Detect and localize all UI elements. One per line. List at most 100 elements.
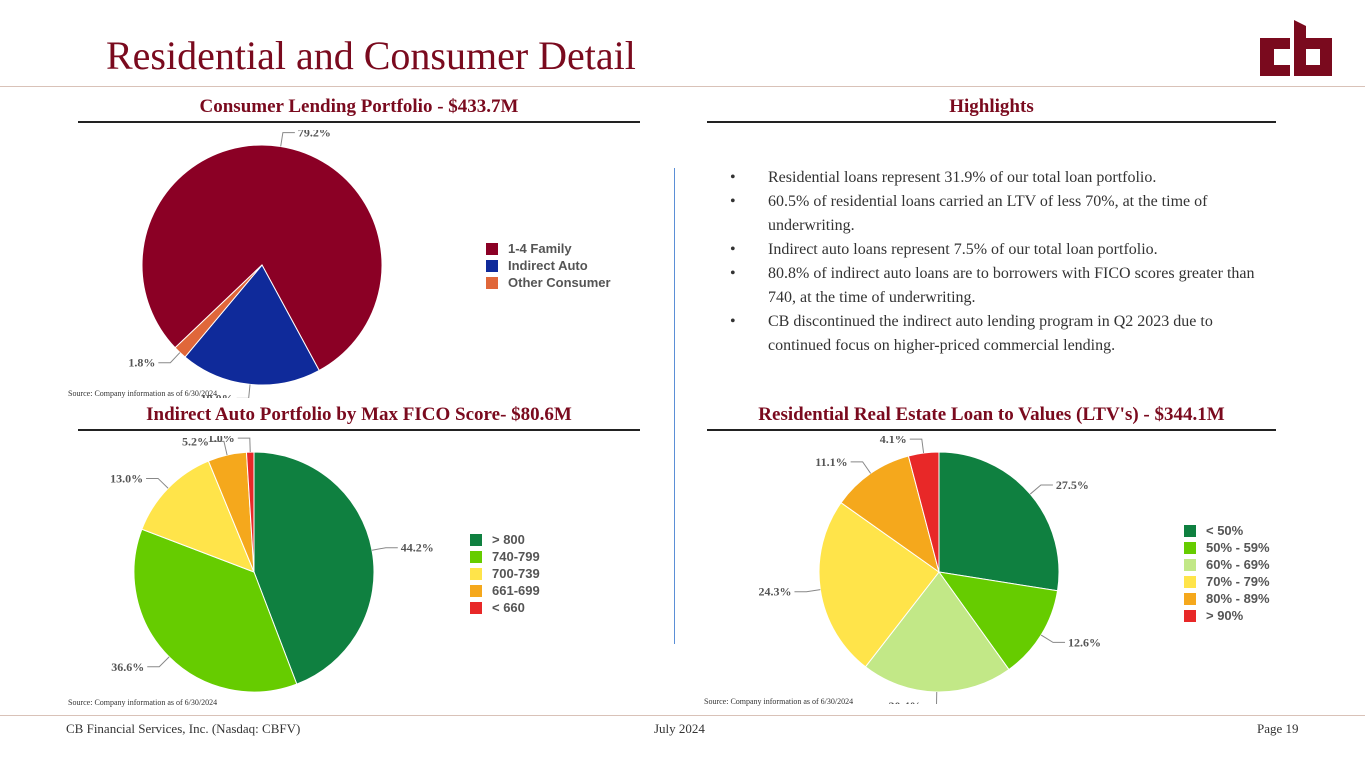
- legend-label: 740-799: [492, 549, 540, 564]
- fico-leader-line-1: [147, 656, 170, 668]
- consumer-data-label-2: 1.8%: [128, 356, 155, 370]
- fico-data-label-3: 5.2%: [182, 436, 209, 448]
- legend-label: 70% - 79%: [1206, 574, 1270, 589]
- consumer-leader-line-1: [236, 384, 251, 398]
- legend-swatch: [486, 259, 498, 272]
- consumer-data-label-1: 19.0%: [201, 391, 234, 398]
- fico-slice-2: [141, 460, 255, 573]
- ltv-section-title: Residential Real Estate Loan to Values (…: [758, 404, 1225, 425]
- fico-data-label-0: 44.2%: [401, 541, 434, 555]
- consumer-slice-2: [174, 264, 263, 358]
- legend-item: 1-4 Family: [486, 240, 611, 257]
- legend-label: 50% - 59%: [1206, 540, 1270, 555]
- ltv-data-label-2: 20.4%: [888, 699, 921, 704]
- consumer-leader-line-2: [158, 352, 181, 364]
- ltv-source-note: Source: Company information as of 6/30/2…: [704, 697, 854, 706]
- bullet-marker: •: [730, 193, 736, 210]
- legend-item: 700-739: [470, 565, 540, 582]
- bullet-marker: •: [730, 265, 736, 282]
- highlight-item: • CB discontinued the indirect auto lendi…: [730, 310, 1270, 358]
- legend-label: < 660: [492, 600, 525, 615]
- legend-swatch: [470, 601, 482, 614]
- ltv-leader-line-4: [850, 461, 872, 474]
- legend-label: > 90%: [1206, 608, 1244, 623]
- ltv-data-label-4: 11.1%: [815, 455, 847, 469]
- legend-swatch: [470, 567, 482, 580]
- highlight-text: Indirect auto loans represent 7.5% of ou…: [768, 241, 1158, 258]
- legend-swatch: [486, 276, 498, 289]
- legend-swatch: [470, 533, 482, 546]
- fico-leader-line-0: [371, 547, 398, 551]
- fico-leader-line-4: [237, 437, 251, 453]
- legend-label: 1-4 Family: [508, 241, 572, 256]
- highlights-section-rule: [707, 121, 1276, 123]
- consumer-source-note: Source: Company information as of 6/30/2…: [68, 389, 218, 398]
- footer-page-number: Page 19: [1257, 721, 1299, 736]
- consumer-data-label-0: 79.2%: [298, 130, 331, 140]
- ltv-data-label-1: 12.6%: [1068, 635, 1101, 649]
- ltv-slice-3: [818, 501, 940, 668]
- highlights-list: • Residential loans represent 31.9% of ou…: [730, 166, 1270, 358]
- fico-legend: > 800 740-799 700-739 661-699 < 660: [470, 531, 540, 616]
- fico-data-label-1: 36.6%: [111, 660, 144, 674]
- fico-data-label-2: 13.0%: [110, 471, 143, 485]
- highlight-text: 60.5% of residential loans carried an LT…: [768, 193, 1208, 234]
- legend-item: 661-699: [470, 582, 540, 599]
- ltv-leader-line-2: [936, 691, 938, 704]
- bullet-marker: •: [730, 313, 736, 330]
- legend-swatch: [1184, 592, 1196, 605]
- legend-item: 50% - 59%: [1184, 539, 1270, 556]
- bullet-marker: •: [730, 241, 736, 258]
- page-title: Residential and Consumer Detail: [106, 33, 636, 78]
- legend-label: > 800: [492, 532, 525, 547]
- legend-label: 661-699: [492, 583, 540, 598]
- legend-label: 80% - 89%: [1206, 591, 1270, 606]
- ltv-section-rule: [707, 429, 1276, 431]
- consumer-leader-line-0: [280, 132, 295, 147]
- fico-slice-1: [133, 528, 298, 693]
- ltv-data-label-0: 27.5%: [1056, 478, 1089, 492]
- consumer-legend: 1-4 Family Indirect Auto Other Consumer: [486, 240, 611, 291]
- highlight-item: • 80.8% of indirect auto loans are to bor…: [730, 262, 1270, 310]
- column-divider: [674, 168, 675, 644]
- highlight-text: CB discontinued the indirect auto lendin…: [768, 313, 1213, 354]
- legend-swatch: [470, 584, 482, 597]
- legend-item: < 660: [470, 599, 540, 616]
- legend-label: Other Consumer: [508, 275, 611, 290]
- legend-item: > 90%: [1184, 607, 1270, 624]
- highlight-item: • Indirect auto loans represent 7.5% of o…: [730, 238, 1270, 262]
- logo-b-shape: [1294, 20, 1332, 76]
- legend-swatch: [1184, 575, 1196, 588]
- ltv-data-label-3: 24.3%: [758, 585, 791, 599]
- legend-item: < 50%: [1184, 522, 1270, 539]
- header-divider: [0, 86, 1365, 87]
- consumer-pie-chart: 79.2% 19.0% 1.8%: [128, 130, 383, 398]
- legend-swatch: [1184, 541, 1196, 554]
- consumer-section-rule: [78, 121, 640, 123]
- ltv-leader-line-0: [1029, 484, 1053, 495]
- legend-swatch: [486, 242, 498, 255]
- legend-item: 80% - 89%: [1184, 590, 1270, 607]
- legend-swatch: [1184, 524, 1196, 537]
- consumer-section-title: Consumer Lending Portfolio - $433.7M: [199, 96, 519, 117]
- legend-label: < 50%: [1206, 523, 1244, 538]
- highlights-section-title: Highlights: [949, 96, 1034, 117]
- footer-divider: [0, 715, 1365, 716]
- legend-swatch: [470, 550, 482, 563]
- fico-pie-chart: 44.2% 36.6% 13.0% 5.2%1.0%: [110, 436, 434, 693]
- fico-section-title: Indirect Auto Portfolio by Max FICO Scor…: [146, 404, 572, 425]
- legend-item: 740-799: [470, 548, 540, 565]
- fico-slice-0: [253, 451, 375, 685]
- fico-leader-line-3: [211, 440, 228, 456]
- ltv-leader-line-1: [1040, 634, 1066, 643]
- ltv-leader-line-3: [794, 589, 821, 593]
- cb-logo: [1260, 20, 1332, 76]
- legend-item: > 800: [470, 531, 540, 548]
- fico-data-label-4: 1.0%: [208, 436, 235, 445]
- highlight-text: 80.8% of indirect auto loans are to borr…: [768, 265, 1255, 306]
- ltv-data-label-5: 4.1%: [880, 436, 907, 446]
- fico-source-note: Source: Company information as of 6/30/2…: [68, 698, 218, 707]
- footer-company: CB Financial Services, Inc. (Nasdaq: CBF…: [66, 721, 301, 736]
- legend-swatch: [1184, 609, 1196, 622]
- legend-item: 60% - 69%: [1184, 556, 1270, 573]
